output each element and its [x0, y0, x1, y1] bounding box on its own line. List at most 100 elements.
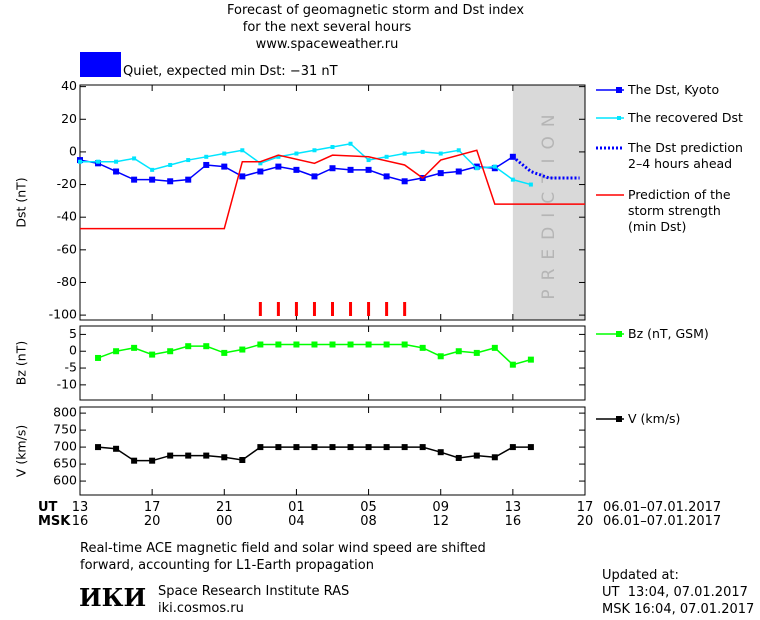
- point-marker: [257, 168, 264, 175]
- point-marker: [258, 161, 263, 166]
- series-line: [80, 142, 532, 186]
- point-marker: [419, 444, 426, 451]
- row-label: MSK: [38, 514, 71, 529]
- point-marker: [113, 445, 120, 452]
- point-marker: [293, 341, 300, 348]
- x-tick-label: 09: [432, 500, 449, 515]
- y-tick-label: -100: [49, 307, 77, 322]
- legend-label: The Dst, Kyoto: [628, 82, 720, 97]
- y-tick-label: -10: [57, 376, 77, 391]
- updated: UT 13:04, 07.01.2017: [602, 585, 748, 600]
- date-range: 06.01–07.01.2017: [603, 514, 722, 529]
- point-marker: [276, 154, 281, 159]
- point-marker: [347, 444, 354, 451]
- legend-label: V (km/s): [628, 411, 681, 426]
- x-tick-label: 20: [576, 514, 594, 529]
- point-marker: [437, 353, 444, 360]
- y-tick-label: 800: [53, 405, 77, 420]
- point-marker: [456, 148, 461, 153]
- status-swatch: [80, 52, 121, 77]
- series-line: [511, 155, 580, 180]
- point-marker: [240, 148, 245, 153]
- point-marker: [185, 452, 192, 459]
- x-tick-label: 17: [143, 500, 161, 515]
- y-axis-label: V (km/s): [14, 425, 29, 477]
- point-marker: [437, 170, 444, 177]
- point-marker: [239, 346, 246, 353]
- updated: Updated at:: [602, 568, 679, 583]
- point-marker: [384, 154, 389, 159]
- title-line: Forecast of geomagnetic storm and Dst in…: [227, 3, 525, 18]
- y-tick-label: 600: [53, 473, 77, 488]
- series-line: [97, 343, 532, 366]
- point-marker: [527, 444, 534, 451]
- x-tick-label: 17: [576, 500, 594, 515]
- note-line: forward, accounting for L1-Earth propaga…: [80, 558, 374, 573]
- point-marker: [455, 348, 462, 355]
- point-marker: [131, 176, 138, 183]
- y-tick-label: 5: [69, 326, 77, 341]
- site-url: iki.cosmos.ru: [158, 601, 244, 616]
- point-marker: [510, 177, 515, 182]
- title-line: www.spaceweather.ru: [255, 37, 399, 52]
- point-marker: [491, 454, 498, 461]
- point-marker: [455, 168, 462, 175]
- y-tick-label: -40: [57, 209, 77, 224]
- point-marker: [330, 145, 335, 150]
- point-marker: [527, 356, 534, 363]
- x-tick-label: 20: [143, 514, 161, 529]
- y-tick-label: -80: [57, 274, 77, 289]
- point-marker: [167, 452, 174, 459]
- x-tick-label: 08: [360, 514, 377, 529]
- x-tick-label: 21: [216, 500, 233, 515]
- legend-label: Prediction of the storm strength (min Ds…: [628, 187, 731, 234]
- point-marker: [149, 351, 156, 358]
- point-marker: [401, 444, 408, 451]
- point-marker: [474, 166, 479, 171]
- point-marker: [114, 159, 119, 164]
- point-marker: [96, 159, 101, 164]
- point-marker: [509, 361, 516, 368]
- point-marker: [329, 165, 336, 172]
- point-marker: [491, 344, 498, 351]
- point-marker: [95, 444, 102, 451]
- point-marker: [203, 161, 210, 168]
- y-tick-label: 0: [69, 143, 77, 158]
- y-axis-label: Bz (nT): [14, 341, 29, 385]
- institute: Space Research Institute RAS: [158, 584, 350, 599]
- plot-frame: [79, 406, 586, 496]
- y-tick-label: 20: [61, 111, 77, 126]
- point-marker: [347, 341, 354, 348]
- y-tick-label: 40: [61, 78, 77, 93]
- point-marker: [275, 444, 282, 451]
- point-marker: [312, 148, 317, 153]
- x-tick-label: 12: [432, 514, 449, 529]
- point-marker: [365, 341, 372, 348]
- x-tick-label: 00: [216, 514, 233, 529]
- point-marker: [473, 452, 480, 459]
- point-marker: [438, 151, 443, 156]
- point-marker: [420, 149, 425, 154]
- note-line: Real-time ACE magnetic field and solar w…: [80, 541, 486, 556]
- legend-marker: [616, 416, 622, 422]
- point-marker: [203, 343, 210, 350]
- date-range: 06.01–07.01.2017: [603, 500, 722, 515]
- prediction-label: PREDICTION: [539, 105, 559, 299]
- plot-frame: [79, 325, 586, 401]
- point-marker: [347, 166, 354, 173]
- point-marker: [203, 452, 210, 459]
- x-tick-label: 13: [504, 500, 522, 515]
- legend-marker: [616, 87, 622, 93]
- point-marker: [492, 164, 497, 169]
- point-marker: [150, 167, 155, 172]
- series-line: [80, 149, 585, 230]
- point-marker: [221, 454, 228, 461]
- point-marker: [221, 163, 228, 170]
- point-marker: [473, 349, 480, 356]
- point-marker: [509, 444, 516, 451]
- title-line: for the next several hours: [242, 20, 412, 35]
- point-marker: [366, 158, 371, 163]
- y-tick-label: 750: [53, 422, 77, 437]
- point-marker: [239, 457, 246, 464]
- legend-label: The recovered Dst: [628, 110, 743, 125]
